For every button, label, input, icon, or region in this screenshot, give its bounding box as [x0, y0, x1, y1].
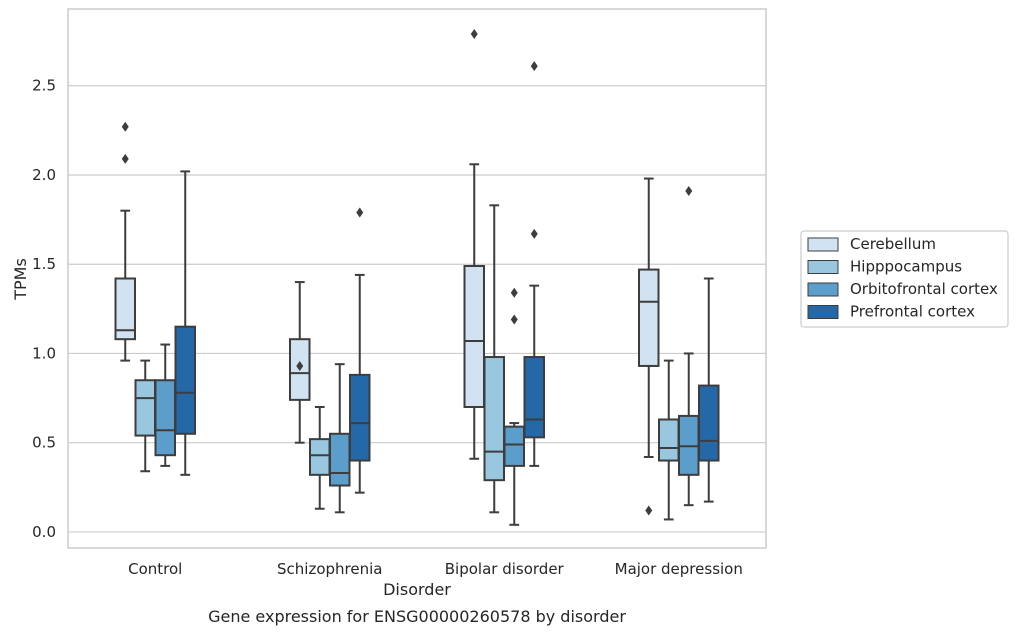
box-hipppocampus [658, 359, 680, 521]
x-tick-label: Major depression [615, 560, 743, 578]
outlier-point [121, 121, 129, 132]
box-iqr [503, 425, 525, 467]
box-iqr [523, 356, 545, 439]
outlier-point [510, 314, 518, 325]
box-iqr [698, 384, 720, 462]
box-iqr [154, 379, 176, 457]
y-axis-title: TPMs [11, 258, 30, 301]
y-tick-label: 2.5 [32, 77, 56, 95]
legend-swatch [807, 282, 839, 297]
box-iqr [349, 373, 371, 462]
legend-label: Cerebellum [850, 235, 936, 253]
outlier-point [510, 287, 518, 298]
chart-caption-title: Gene expression for ENSG00000260578 by d… [208, 607, 626, 626]
box-iqr [638, 268, 660, 367]
box-iqr [329, 432, 351, 487]
box-iqr [483, 356, 505, 482]
x-tick-label: Schizophrenia [277, 560, 382, 578]
box-prefrontal-cortex [698, 277, 720, 503]
box-cerebellum [114, 121, 136, 362]
outlier-point [356, 207, 364, 218]
outlier-point [470, 28, 478, 39]
plot-background [68, 9, 766, 548]
outlier-point [645, 505, 653, 516]
box-hipppocampus [483, 204, 505, 514]
plot-area: 0.0 0.5 1.0 1.5 2.0 2.5 Control Schizophrenia Bi… [32, 8, 767, 578]
y-tick-label: 0.5 [32, 434, 56, 452]
plot-frame [67, 8, 767, 549]
box-orbitofrontal-cortex [503, 287, 525, 526]
legend-frame [800, 230, 1009, 328]
legend-label: Hipppocampus [850, 258, 962, 276]
outlier-point [530, 61, 538, 72]
y-tick-label: 2.0 [32, 166, 56, 184]
legend-label: Orbitofrontal cortex [850, 280, 998, 298]
outlier-point [296, 360, 304, 371]
box-cerebellum [463, 28, 485, 460]
box-iqr [134, 379, 156, 437]
box-prefrontal-cortex [349, 207, 371, 494]
x-axis-title: Disorder [383, 580, 451, 599]
outlier-point [121, 153, 129, 164]
box-iqr [658, 418, 680, 462]
legend-swatch [807, 260, 839, 274]
box-iqr [463, 265, 485, 409]
box-hipppocampus [134, 359, 156, 473]
box-prefrontal-cortex [174, 170, 196, 476]
box-cerebellum [638, 177, 660, 516]
box-iqr [309, 438, 331, 476]
y-tick-label: 0.0 [32, 523, 56, 541]
legend-swatch [807, 237, 839, 252]
box-iqr [174, 325, 196, 435]
y-tick-label: 1.5 [32, 255, 56, 273]
x-tick-label: Control [128, 560, 182, 578]
legend: Cerebellum Hipppocampus Orbitofrontal cort… [800, 230, 1009, 328]
box-iqr [114, 277, 136, 341]
outlier-point [685, 186, 693, 197]
box-orbitofrontal-cortex [329, 363, 351, 514]
legend-label: Prefrontal cortex [850, 303, 975, 321]
legend-swatch [807, 305, 839, 319]
x-tick-label: Bipolar disorder [445, 560, 565, 578]
outlier-point [530, 228, 538, 239]
box-prefrontal-cortex [523, 61, 545, 467]
y-tick-label: 1.0 [32, 344, 56, 362]
box-cerebellum [289, 281, 311, 444]
